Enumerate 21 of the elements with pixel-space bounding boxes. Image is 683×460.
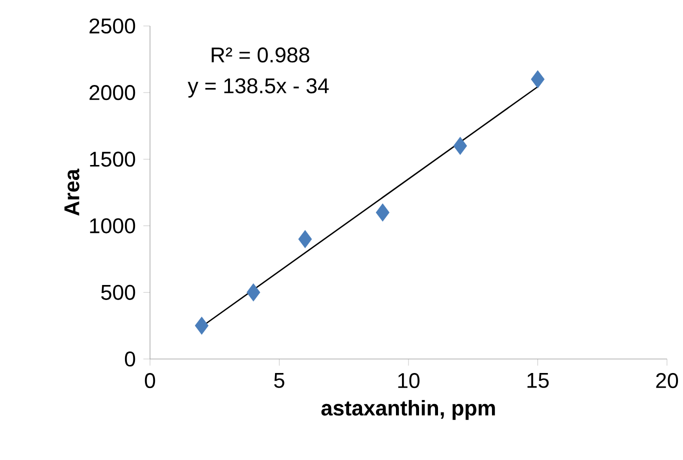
annotation: R² = 0.988	[212, 47, 310, 63]
point	[453, 136, 467, 155]
x-axis-title: astaxanthin, ppm	[321, 400, 495, 420]
y-tick-label: 2500	[90, 18, 136, 34]
annotation: y = 138.5x - 34	[188, 78, 329, 98]
point	[246, 283, 260, 302]
x-tick-label: 5	[274, 373, 284, 388]
x-tick-label: 0	[144, 373, 156, 388]
x-tick-label: 15	[528, 373, 549, 388]
y-tick-label: 500	[101, 284, 136, 300]
point	[376, 204, 390, 222]
y-tick-label: 1500	[90, 152, 136, 167]
y-tick-label: 1000	[90, 218, 136, 234]
x-tick-label: 10	[398, 373, 420, 388]
point	[298, 230, 312, 248]
x-tick-label: 20	[656, 373, 678, 388]
point	[194, 316, 208, 335]
y-axis-title: Area	[64, 168, 80, 216]
point	[530, 70, 545, 88]
y-tick-label: 2000	[90, 85, 136, 100]
y-tick-label: 0	[124, 351, 136, 367]
